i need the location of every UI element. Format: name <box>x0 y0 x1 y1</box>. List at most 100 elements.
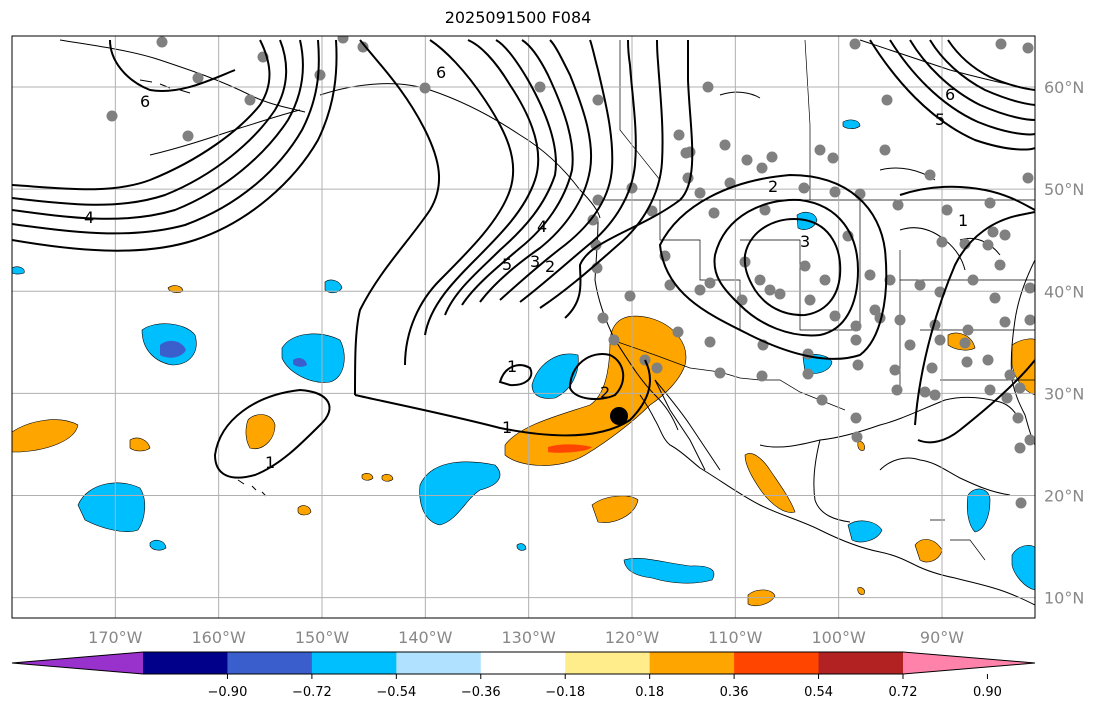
station-dot <box>816 394 828 406</box>
latitude-tick-label: 60°N <box>1044 78 1084 97</box>
station-dot <box>850 320 862 332</box>
station-dot <box>891 384 903 396</box>
station-dot <box>798 182 810 194</box>
station-dot <box>849 38 861 50</box>
station-dot <box>850 412 862 424</box>
orange-left-1 <box>12 419 79 453</box>
station-dot <box>624 290 636 302</box>
colorbar-segment <box>311 652 397 674</box>
station-dot <box>987 226 999 238</box>
colorbar-segment <box>480 652 566 674</box>
contour-label: 5 <box>935 110 945 129</box>
station-dot <box>741 154 753 166</box>
colorbar-tick-label: 0.18 <box>635 685 664 700</box>
longitude-tick-label: 170°W <box>88 628 143 647</box>
colorbar-tick-label: 0.90 <box>973 685 1002 700</box>
station-dot <box>1024 434 1035 446</box>
latitude-tick-label: 50°N <box>1044 180 1084 199</box>
station-dot <box>708 207 720 219</box>
station-dot <box>704 336 716 348</box>
colorbar-tick-label: −0.18 <box>545 685 585 700</box>
colorbar-segment <box>227 652 313 674</box>
station-dot <box>904 339 916 351</box>
colorbar-tick-label: −0.90 <box>208 685 248 700</box>
longitude-tick-label: 160°W <box>191 628 246 647</box>
station-dot <box>894 314 906 326</box>
station-dot <box>672 326 684 338</box>
longitude-tick-label: 120°W <box>605 628 660 647</box>
contour-label: 2 <box>600 383 610 402</box>
station-dot <box>419 82 431 94</box>
station-dot <box>804 294 816 306</box>
station-dot <box>597 312 609 324</box>
station-dot <box>1004 369 1016 381</box>
station-dot <box>587 214 599 226</box>
station-dot <box>827 152 839 164</box>
station-dot <box>994 259 1006 271</box>
station-dot <box>592 194 604 206</box>
contour-label: 3 <box>530 252 540 271</box>
station-dot <box>829 186 841 198</box>
station-dot <box>1022 172 1034 184</box>
station-dot <box>754 274 766 286</box>
station-dot <box>961 356 973 368</box>
colorbar-segment <box>143 652 228 674</box>
colorbar: −0.90 −0.72 −0.54 −0.36 −0.18 0.18 0.36 0.54 0.7… <box>11 651 1036 700</box>
station-dot <box>799 260 811 272</box>
contour-label: 1 <box>265 453 275 472</box>
station-dot <box>982 239 994 251</box>
station-dot <box>850 334 862 346</box>
longitude-tick-label: 140°W <box>398 628 453 647</box>
station-dot <box>984 197 996 209</box>
station-dot <box>1022 42 1034 54</box>
station-dot <box>756 162 768 174</box>
station-dot <box>802 368 814 380</box>
station-dot <box>919 386 931 398</box>
latitude-tick-label: 30°N <box>1044 384 1084 403</box>
latitude-tick-label: 10°N <box>1044 589 1084 608</box>
station-dot <box>704 277 716 289</box>
station-dot <box>889 364 901 376</box>
colorbar-tick-label: −0.54 <box>376 685 416 700</box>
station-dot <box>936 236 948 248</box>
latitude-tick-label: 20°N <box>1044 486 1084 505</box>
station-dot <box>881 94 893 106</box>
station-dot <box>694 284 706 296</box>
station-dot <box>914 279 926 291</box>
station-dot <box>819 274 831 286</box>
contour-label: 3 <box>800 232 810 251</box>
station-dot <box>182 130 194 142</box>
station-dot <box>736 294 748 306</box>
longitude-tick-label: 150°W <box>295 628 350 647</box>
station-dot <box>673 129 685 141</box>
station-dot <box>702 81 714 93</box>
station-dot <box>534 81 546 93</box>
colorbar-tick-label: 0.54 <box>804 685 833 700</box>
station-dot <box>590 239 602 251</box>
station-dot <box>156 36 168 48</box>
map-title: 2025091500 F084 <box>444 8 592 27</box>
station-dot <box>851 431 863 443</box>
contour-value-labels: 6 6 4 4 5 3 2 1 1 2 1 2 3 1 6 5 <box>84 63 968 472</box>
station-dot <box>314 69 326 81</box>
longitude-tick-label: 100°W <box>811 628 866 647</box>
contour-label: 6 <box>140 92 150 111</box>
longitude-labels: 170°W 160°W 150°W 140°W 130°W 120°W 110°W 100°W… <box>88 628 964 647</box>
colorbar-segment <box>565 652 651 674</box>
station-dot <box>929 389 941 401</box>
station-dot <box>926 362 938 374</box>
station-dot <box>829 310 841 322</box>
contour-label: 4 <box>537 217 547 236</box>
station-dot <box>766 151 778 163</box>
contour-label: 1 <box>958 211 968 230</box>
station-dot <box>337 36 349 44</box>
colorbar-segment <box>734 652 820 674</box>
station-dot <box>864 269 876 281</box>
colorbar-segment <box>396 652 482 674</box>
contour-label: 6 <box>945 85 955 104</box>
station-dot <box>357 41 369 53</box>
colorbar-extend-high <box>903 652 1035 674</box>
station-dot <box>714 367 726 379</box>
contour-label: 2 <box>545 257 555 276</box>
station-dot <box>680 147 692 159</box>
